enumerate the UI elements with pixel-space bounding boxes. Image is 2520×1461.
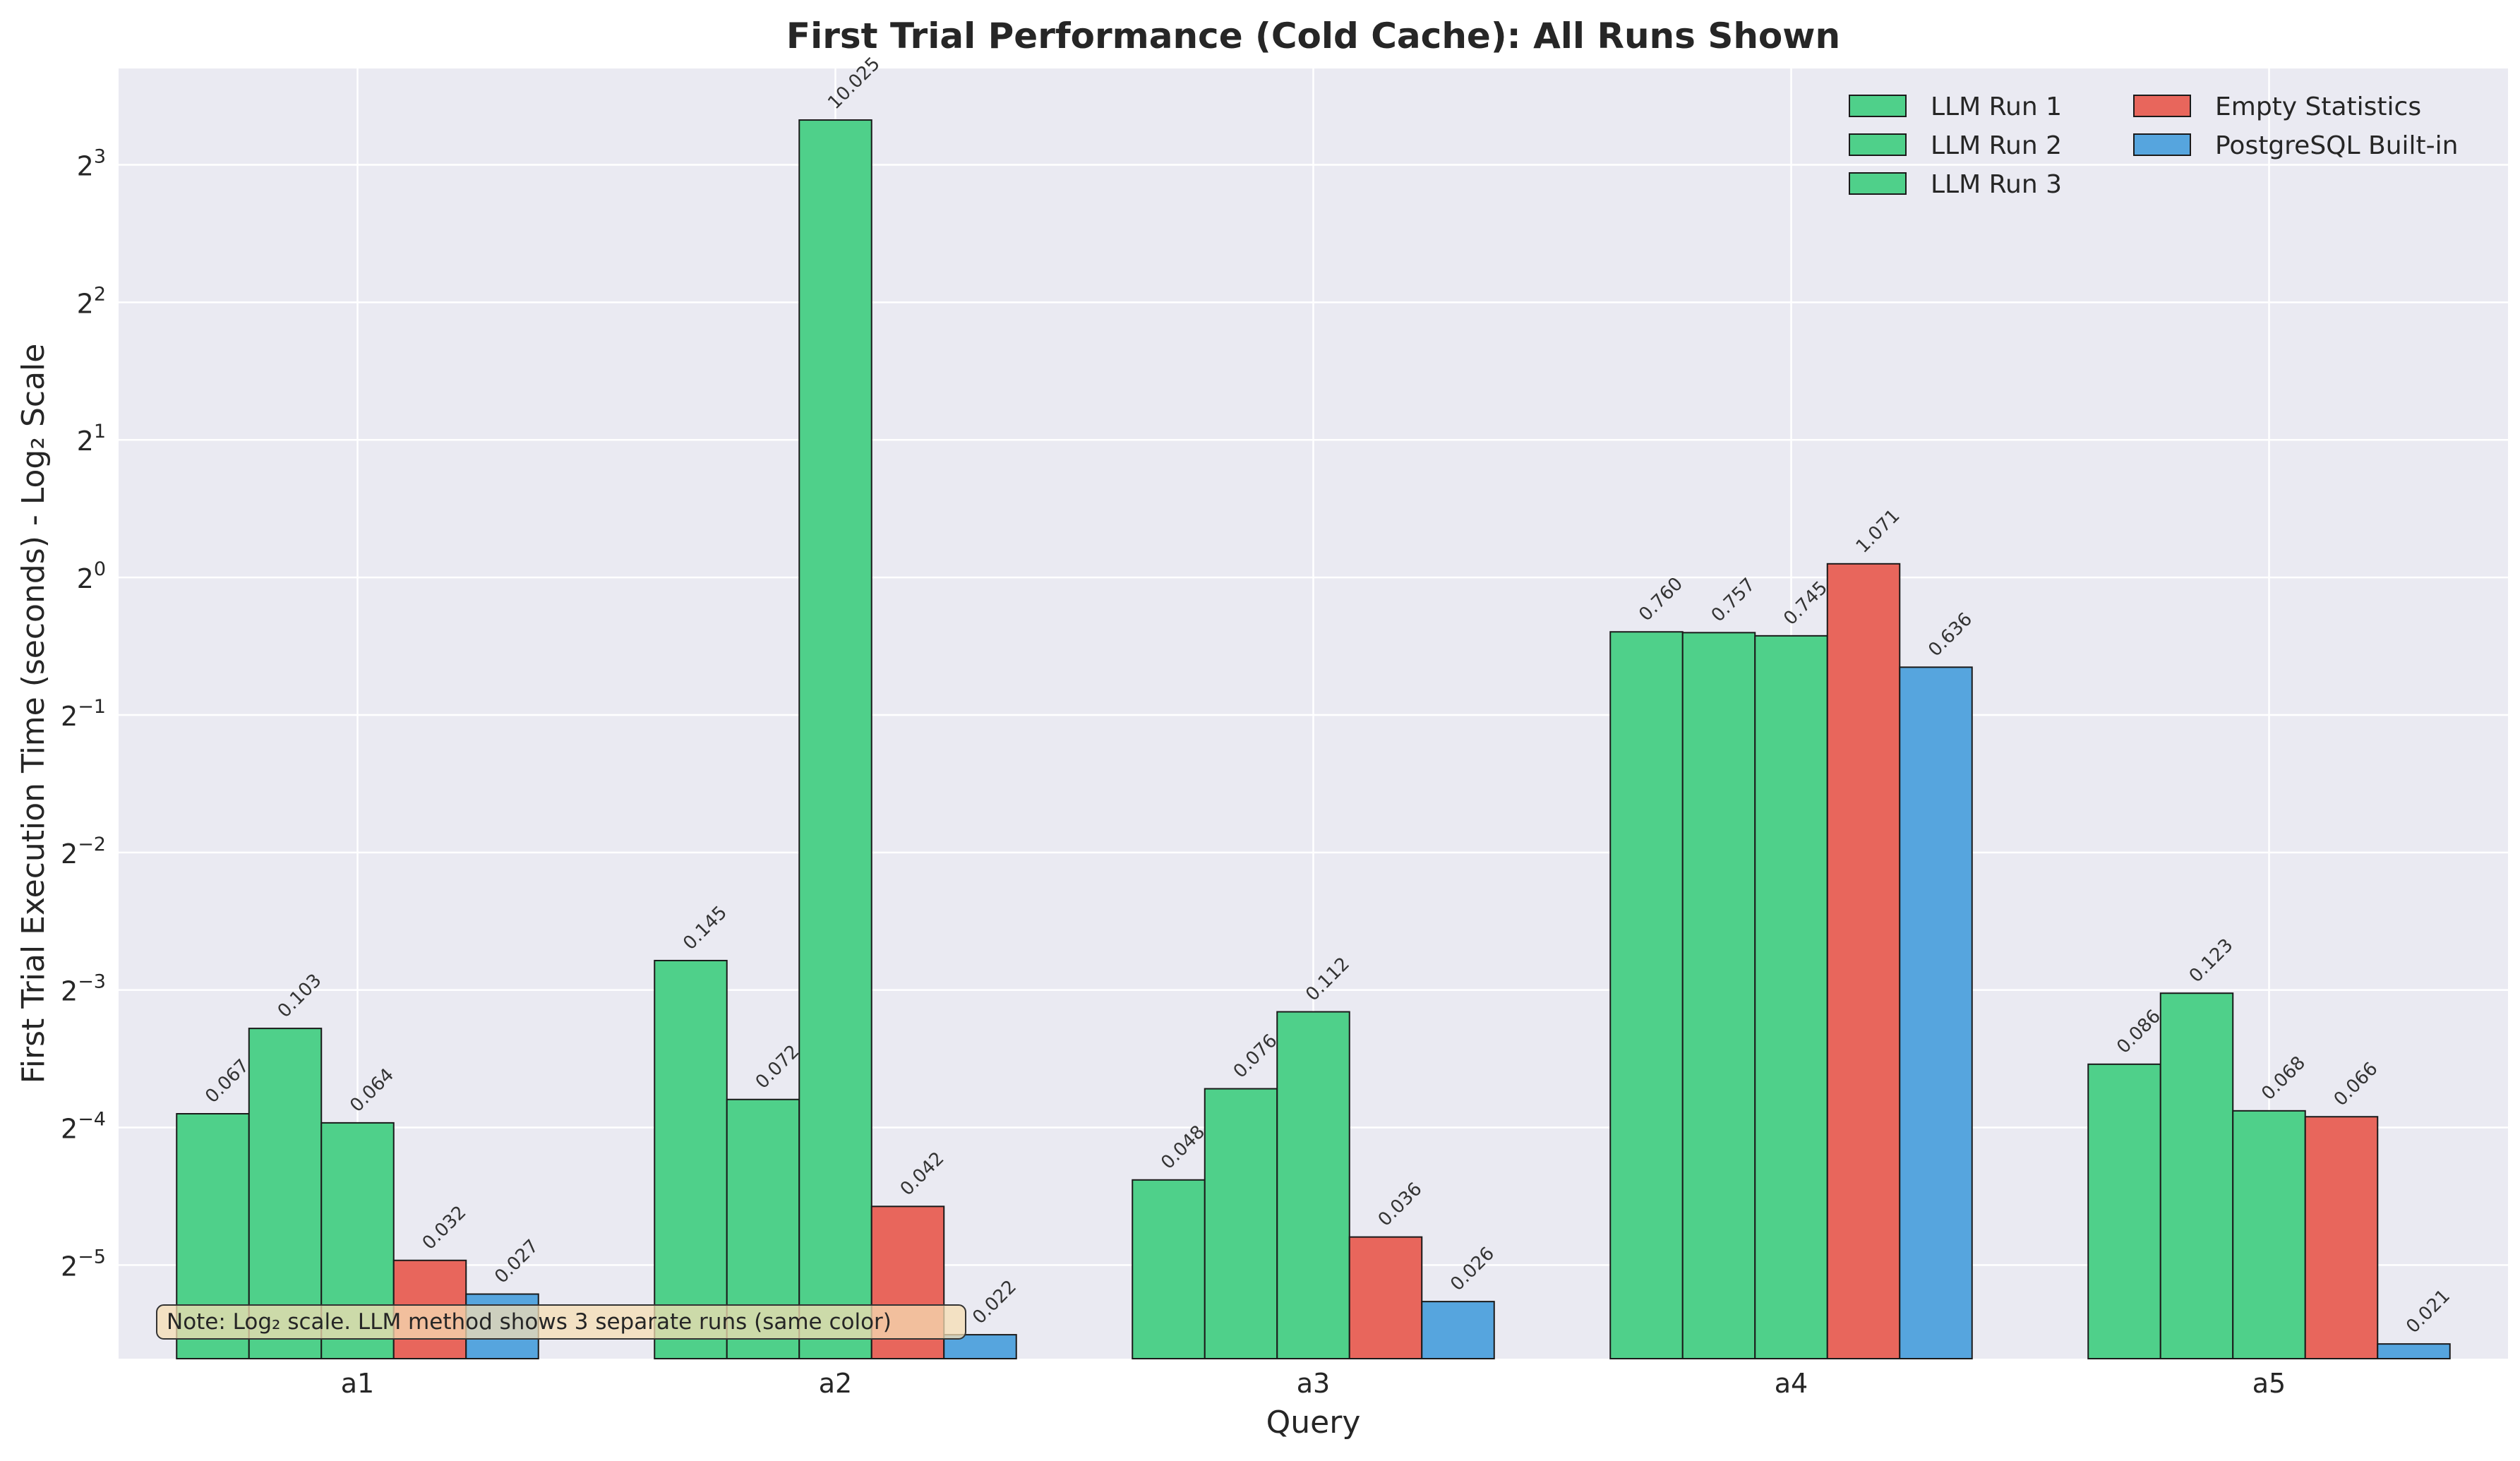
bar: [1348, 1236, 1423, 1359]
legend-label: LLM Run 1: [1931, 92, 2062, 121]
legend-swatch: [1849, 172, 1907, 195]
x-tick-label: a2: [819, 1368, 852, 1399]
x-tick-label: a5: [2252, 1368, 2286, 1399]
y-tick-label: 2−5: [61, 1246, 106, 1282]
x-tick-label: a4: [1775, 1368, 1808, 1399]
bar: [1754, 635, 1828, 1359]
chart-title: First Trial Performance (Cold Cache): Al…: [786, 16, 1840, 56]
x-tick-label: a3: [1297, 1368, 1330, 1399]
bar: [1132, 1179, 1206, 1360]
legend: LLM Run 1 LLM Run 2 LLM Run 3 Empty Statist…: [1849, 92, 2458, 199]
bar: [2087, 1063, 2161, 1360]
legend-label: LLM Run 3: [1931, 170, 2062, 199]
bar: [2232, 1110, 2306, 1360]
y-tick-label: 2−1: [61, 696, 106, 732]
y-tick-label: 21: [77, 421, 106, 457]
annotation-box: [156, 1304, 966, 1340]
legend-swatch: [2133, 133, 2191, 156]
legend-swatch: [2133, 95, 2191, 117]
bar: [943, 1334, 1017, 1359]
legend-swatch: [1849, 133, 1907, 156]
bar: [1204, 1088, 1278, 1359]
y-tick-label: 20: [77, 558, 106, 594]
y-tick-label: 2−3: [61, 971, 106, 1007]
bar: [1826, 563, 1901, 1359]
y-tick-label: 23: [77, 145, 106, 181]
bar: [798, 119, 872, 1359]
legend-label: LLM Run 2: [1931, 131, 2062, 160]
bar: [1681, 632, 1756, 1360]
legend-swatch: [1849, 95, 1907, 117]
bar: [2159, 992, 2234, 1359]
legend-label: Empty Statistics: [2215, 92, 2421, 121]
bar: [1276, 1011, 1350, 1359]
x-axis-label: Query: [1266, 1405, 1361, 1441]
bar: [1421, 1301, 1495, 1359]
bar: [1899, 666, 1973, 1359]
bar: [248, 1028, 323, 1359]
annotation-text: Note: Log₂ scale. LLM method shows 3 sep…: [167, 1309, 892, 1335]
legend-label: PostgreSQL Built-in: [2215, 131, 2458, 160]
x-tick-labels: a1 a2 a3 a4 a5: [341, 1368, 2286, 1399]
bar: [2377, 1343, 2451, 1359]
y-tick-label: 2−2: [61, 834, 106, 870]
x-tick-label: a1: [341, 1368, 374, 1399]
y-tick-labels: 2−5 2−4 2−3 2−2 2−1 20 21 22 23: [61, 145, 106, 1282]
bar: [654, 959, 728, 1359]
bar: [1609, 631, 1684, 1359]
y-axis-label: First Trial Execution Time (seconds) - L…: [16, 344, 52, 1084]
annotation-note: Note: Log₂ scale. LLM method shows 3 sep…: [156, 1304, 966, 1340]
bar: [2304, 1116, 2379, 1360]
y-tick-label: 22: [77, 283, 106, 319]
y-tick-label: 2−4: [61, 1109, 106, 1145]
